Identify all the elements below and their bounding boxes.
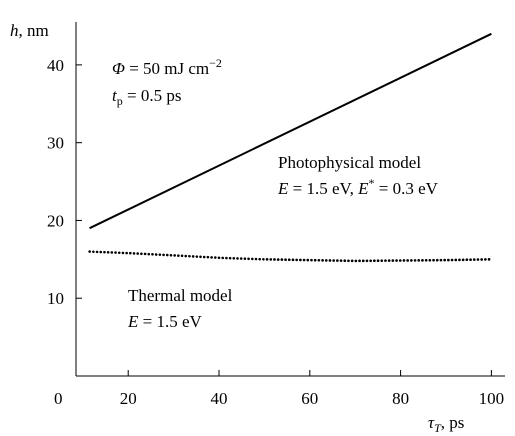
x-label-sub: T	[434, 421, 442, 435]
x-tick-label: 100	[479, 389, 505, 408]
param: = 1.5 eV,	[288, 179, 358, 198]
y-label-symbol: h	[10, 21, 19, 40]
x-label-symbol: τ	[428, 413, 435, 432]
param: E	[357, 179, 369, 198]
x-tick-label: 40	[211, 389, 228, 408]
series-line	[89, 32, 492, 230]
y-axis-label: h, nm	[10, 21, 49, 40]
cond-rest: = 0.5 ps	[123, 86, 182, 105]
cond-rest: = 50 mJ cm	[125, 59, 209, 78]
series-label: Thermal model	[128, 286, 233, 305]
series-parameters: E = 1.5 eV, E* = 0.3 eV	[277, 176, 439, 198]
param: *	[369, 176, 375, 190]
param: = 0.3 eV	[375, 179, 439, 198]
y-tick-label: 20	[47, 211, 64, 230]
origin-label: 0	[54, 389, 63, 408]
cond-symbol: Φ	[112, 59, 125, 78]
cond-sup: −2	[209, 56, 222, 70]
series-parameters: E = 1.5 eV	[127, 312, 203, 331]
cond-symbol: t	[112, 86, 118, 105]
y-tick-label: 10	[47, 289, 64, 308]
y-tick-label: 30	[47, 134, 64, 153]
x-tick-label: 80	[392, 389, 409, 408]
condition: tp = 0.5 ps	[112, 86, 181, 108]
x-axis-label: τT, ps	[428, 413, 464, 435]
param: E	[277, 179, 289, 198]
x-tick-label: 60	[301, 389, 318, 408]
cond-sub: p	[117, 94, 123, 108]
series-label: Photophysical model	[278, 153, 421, 172]
x-label-unit: , ps	[441, 413, 465, 432]
y-label-unit: , nm	[19, 21, 49, 40]
condition: Φ = 50 mJ cm−2	[112, 56, 222, 78]
y-tick-label: 40	[47, 56, 64, 75]
param: E	[127, 312, 139, 331]
param: = 1.5 eV	[138, 312, 202, 331]
x-tick-label: 20	[120, 389, 137, 408]
series-line	[88, 250, 493, 263]
